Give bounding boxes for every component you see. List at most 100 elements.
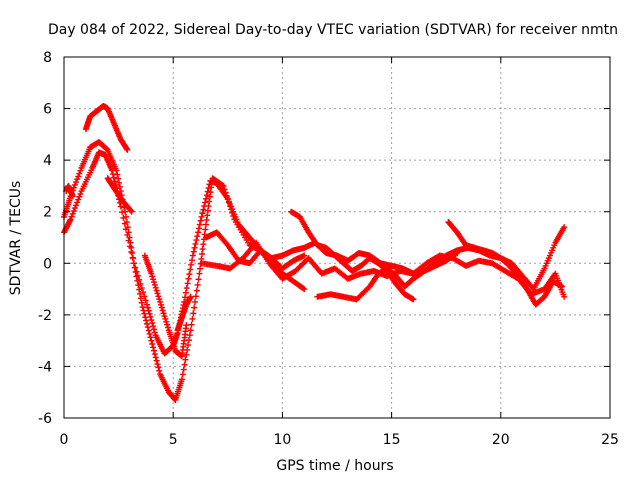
x-tick-label: 0 bbox=[60, 432, 69, 448]
data-point-marker bbox=[74, 176, 81, 183]
data-point-marker bbox=[193, 287, 200, 294]
data-point-marker bbox=[161, 313, 168, 320]
data-point-marker bbox=[76, 193, 83, 200]
data-point-marker bbox=[300, 285, 307, 292]
y-tick-label: 6 bbox=[43, 102, 52, 118]
grid-lines bbox=[64, 57, 610, 418]
y-tick-label: -6 bbox=[38, 411, 52, 427]
x-tick-label: 25 bbox=[601, 432, 619, 448]
data-point-marker bbox=[71, 181, 78, 188]
data-point-marker bbox=[142, 297, 149, 304]
data-point-marker bbox=[188, 321, 195, 328]
data-point-marker bbox=[147, 334, 154, 341]
data-point-marker bbox=[69, 210, 76, 217]
data-point-marker bbox=[134, 277, 141, 284]
data-point-marker bbox=[202, 195, 209, 202]
data-point-marker bbox=[146, 310, 153, 317]
data-point-marker bbox=[131, 264, 138, 271]
series-track-12 bbox=[445, 219, 565, 308]
data-point-marker bbox=[116, 183, 123, 190]
data-point-marker bbox=[163, 318, 170, 325]
data-point-marker bbox=[190, 248, 197, 255]
data-point-marker bbox=[558, 283, 565, 290]
data-point-marker bbox=[159, 307, 166, 314]
data-point-marker bbox=[190, 310, 197, 317]
data-point-marker bbox=[143, 301, 150, 308]
data-point-marker bbox=[144, 324, 151, 331]
data-points bbox=[61, 102, 568, 403]
data-point-marker bbox=[149, 273, 156, 280]
series-track-8 bbox=[202, 224, 568, 293]
data-point-marker bbox=[125, 229, 132, 236]
data-point-marker bbox=[186, 332, 193, 339]
data-point-marker bbox=[124, 224, 131, 231]
data-point-marker bbox=[128, 244, 135, 251]
data-point-marker bbox=[110, 174, 117, 181]
data-point-marker bbox=[195, 229, 202, 236]
data-point-marker bbox=[185, 342, 192, 349]
data-point-marker bbox=[77, 167, 84, 174]
data-point-marker bbox=[151, 281, 158, 288]
y-axis-label: SDTVAR / TECUs bbox=[8, 181, 24, 296]
data-point-marker bbox=[141, 293, 148, 300]
data-point-marker bbox=[195, 276, 202, 283]
data-point-marker bbox=[561, 293, 568, 300]
data-point-marker bbox=[143, 317, 150, 324]
data-point-marker bbox=[199, 210, 206, 217]
data-point-marker bbox=[150, 279, 157, 286]
series-track-3 bbox=[82, 102, 131, 153]
data-point-marker bbox=[70, 207, 77, 214]
data-point-marker bbox=[135, 282, 142, 289]
data-point-marker bbox=[150, 323, 157, 330]
data-point-marker bbox=[137, 295, 144, 302]
data-point-marker bbox=[149, 340, 156, 347]
data-point-marker bbox=[115, 175, 122, 182]
data-point-marker bbox=[188, 257, 195, 264]
data-point-marker bbox=[127, 207, 134, 214]
data-point-marker bbox=[200, 206, 207, 213]
data-point-marker bbox=[138, 299, 145, 306]
data-point-marker bbox=[219, 182, 226, 189]
data-point-marker bbox=[189, 252, 196, 259]
data-point-marker bbox=[160, 310, 167, 317]
data-point-marker bbox=[132, 269, 139, 276]
data-point-marker bbox=[197, 217, 204, 224]
data-point-marker bbox=[187, 266, 194, 273]
series-track-5 bbox=[104, 175, 135, 215]
data-point-marker bbox=[191, 304, 198, 311]
data-point-marker bbox=[224, 196, 231, 203]
data-point-marker bbox=[187, 327, 194, 334]
data-point-marker bbox=[230, 213, 237, 220]
data-point-marker bbox=[74, 199, 81, 206]
data-point-marker bbox=[130, 255, 137, 262]
data-point-marker bbox=[229, 209, 236, 216]
data-point-marker bbox=[185, 275, 192, 282]
data-point-marker bbox=[183, 351, 190, 358]
data-point-marker bbox=[561, 224, 568, 231]
axis-ticks: 0 5 10 15 20 25 -6 -4 -2 0 2 4 6 8 bbox=[38, 50, 619, 448]
data-point-marker bbox=[182, 289, 189, 296]
series-track-6 bbox=[141, 252, 190, 360]
data-point-marker bbox=[124, 146, 131, 153]
data-point-marker bbox=[180, 366, 187, 373]
data-point-marker bbox=[130, 260, 137, 267]
data-point-marker bbox=[192, 298, 199, 305]
y-tick-label: 8 bbox=[43, 50, 52, 66]
data-point-marker bbox=[146, 330, 153, 337]
data-point-marker bbox=[164, 321, 171, 328]
data-point-marker bbox=[454, 249, 461, 256]
chart-title: Day 084 of 2022, Sidereal Day-to-day VTE… bbox=[48, 22, 618, 38]
data-point-marker bbox=[148, 317, 155, 324]
data-point-marker bbox=[77, 190, 84, 197]
data-point-marker bbox=[191, 244, 198, 251]
data-point-marker bbox=[194, 233, 201, 240]
data-point-marker bbox=[149, 320, 156, 327]
data-point-marker bbox=[156, 367, 163, 374]
data-point-marker bbox=[221, 186, 228, 193]
data-point-marker bbox=[228, 206, 235, 213]
data-point-marker bbox=[226, 203, 233, 210]
data-point-marker bbox=[137, 290, 144, 297]
data-point-marker bbox=[122, 208, 129, 215]
data-point-marker bbox=[147, 313, 154, 320]
